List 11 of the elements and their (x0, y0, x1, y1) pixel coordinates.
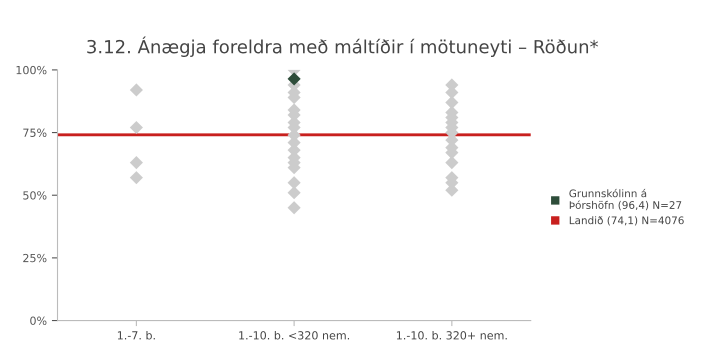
chart-title: 3.12. Ánægja foreldra með máltíðir í mötuneyti – Röðun* (87, 36, 598, 57)
x-tick-label: 1.-7. b. (118, 330, 155, 340)
y-tick-label: 0% (30, 316, 46, 325)
y-tick-label: 50% (23, 191, 46, 200)
y-tick-label: 75% (23, 128, 46, 137)
x-tick-label: 1.-10. b. <320 nem. (239, 330, 350, 340)
legend-label: Landið (74,1) N=4076 (570, 216, 684, 226)
y-tick-label: 100% (16, 66, 46, 74)
y-tick-label: 25% (23, 254, 46, 262)
legend-label: Grunnskólinn á Þórshöfn (96,4) N=27 (569, 188, 682, 210)
x-tick-label: 1.-10. b. 320+ nem. (396, 330, 507, 340)
